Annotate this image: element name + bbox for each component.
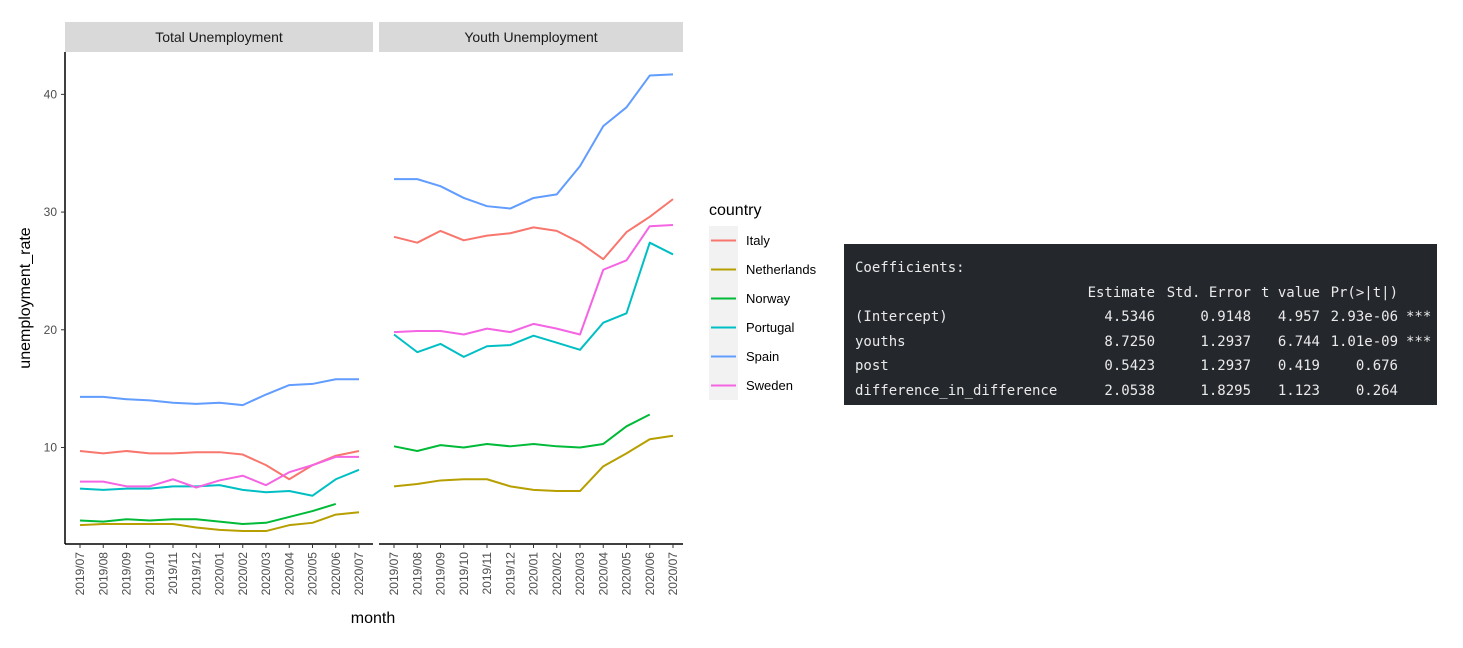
- x-tick-label: 2019/10: [457, 552, 471, 596]
- series-line-italy-total: [79, 450, 360, 481]
- x-tick-label: 2020/07: [352, 552, 366, 596]
- series-line-sweden-total: [80, 455, 359, 489]
- x-tick-label: 2019/09: [120, 552, 134, 596]
- coef-term: youths: [855, 333, 906, 350]
- series-line-sweden-youth: [393, 224, 674, 336]
- series-line-spain-youth: [394, 73, 674, 210]
- regression-coefficients-output: Coefficients: Estimate Std. Error t value P…: [844, 244, 1437, 405]
- series-line-italy-youth: [393, 198, 674, 261]
- col-estimate: Estimate: [1087, 284, 1155, 301]
- coef-std-error: 1.8295: [1200, 382, 1251, 399]
- legend-label-italy: Italy: [746, 233, 770, 248]
- x-tick-label: 2019/11: [166, 552, 180, 595]
- series-line-spain-total: [80, 378, 359, 407]
- col-std-error: Std. Error: [1166, 284, 1251, 301]
- x-tick-label: 2019/07: [387, 552, 401, 596]
- legend-label-sweden: Sweden: [746, 378, 793, 393]
- col-t-value: t value: [1260, 284, 1320, 301]
- coef-row-intercept: (Intercept) 4.5346 0.9148 4.957 2.93e-06 ***: [855, 305, 1437, 330]
- coef-signif: ***: [1406, 309, 1432, 325]
- x-tick-label: 2020/02: [550, 552, 564, 596]
- x-tick-label: 2019/08: [410, 552, 424, 596]
- coef-estimate: 8.7250: [1104, 333, 1155, 350]
- coef-estimate: 4.5346: [1104, 309, 1155, 325]
- coef-std-error: 0.9148: [1200, 309, 1251, 325]
- coef-estimate: 0.5423: [1104, 358, 1155, 374]
- y-tick-label: 40: [44, 87, 58, 101]
- facet-strip-label: Youth Unemployment: [464, 29, 597, 45]
- coef-p-value: 2.93e-06: [1330, 309, 1398, 325]
- coef-row-youths: youths 8.7250 1.2937 6.744 1.01e-09 ***: [855, 330, 1437, 355]
- x-tick-label: 2019/09: [434, 552, 448, 596]
- coef-heading: Coefficients:: [855, 260, 965, 276]
- coef-term: difference_in_difference: [855, 382, 1058, 399]
- series-line-portugal-youth: [393, 241, 674, 358]
- coef-t-value: 4.957: [1277, 309, 1320, 325]
- y-tick-label: 10: [44, 440, 58, 454]
- x-tick-label: 2019/12: [503, 552, 517, 596]
- x-tick-label: 2020/04: [596, 552, 610, 596]
- x-tick-label: 2020/05: [620, 552, 634, 596]
- col-p-value: Pr(>|t|): [1330, 284, 1398, 301]
- legend: country Italy Netherlands Norway Portugal Spa…: [709, 202, 817, 400]
- x-tick-label: 2020/07: [666, 552, 680, 596]
- coef-row-difference-in-difference: difference_in_difference 2.0538 1.8295 1.12…: [855, 379, 1437, 404]
- y-tick-label: 30: [44, 205, 58, 219]
- x-tick-label: 2019/11: [480, 552, 494, 595]
- facet-strip-label: Total Unemployment: [155, 29, 283, 45]
- legend-title: country: [709, 202, 761, 219]
- x-tick-label: 2019/10: [143, 552, 157, 596]
- x-tick-label: 2020/01: [527, 552, 541, 596]
- x-axis-title: month: [351, 610, 395, 627]
- x-tick-label: 2020/05: [306, 552, 320, 596]
- series-line-norway-youth: [393, 413, 651, 453]
- faceted-line-chart: Total Unemployment 2019/07 2019/08 2019/09 2…: [17, 22, 817, 627]
- x-tick-label: 2020/03: [259, 552, 273, 596]
- series-line-norway-total: [79, 503, 337, 525]
- legend-label-portugal: Portugal: [746, 320, 795, 335]
- x-tick-label: 2020/03: [573, 552, 587, 596]
- facet-strip: [379, 22, 683, 52]
- coef-t-value: 0.419: [1277, 358, 1320, 374]
- coef-p-value: 0.676: [1355, 358, 1398, 374]
- x-tick-label: 2019/12: [189, 552, 203, 596]
- coef-header-row: Estimate Std. Error t value Pr(>|t|): [855, 281, 1437, 306]
- facet-strip: [65, 22, 373, 52]
- coef-row-post: post 0.5423 1.2937 0.419 0.676: [855, 354, 1437, 379]
- legend-label-spain: Spain: [746, 349, 779, 364]
- x-tick-label: 2019/08: [96, 552, 110, 596]
- x-tick-label: 2019/07: [73, 552, 87, 596]
- series-line-portugal-total: [79, 468, 360, 497]
- x-tick-label: 2020/06: [643, 552, 657, 596]
- coef-term: post: [855, 358, 889, 374]
- coef-p-value: 0.264: [1355, 382, 1398, 399]
- coef-term: (Intercept): [855, 309, 948, 325]
- coef-p-value: 1.01e-09: [1330, 333, 1398, 350]
- coef-std-error: 1.2937: [1200, 333, 1251, 350]
- x-tick-label: 2020/04: [282, 552, 296, 596]
- series-line-netherlands-youth: [393, 434, 674, 493]
- y-axis-title: unemployment_rate: [17, 227, 34, 369]
- series-line-netherlands-total: [79, 511, 360, 533]
- legend-label-norway: Norway: [746, 291, 791, 306]
- y-tick-label: 20: [44, 323, 58, 337]
- coef-signif: ***: [1406, 333, 1432, 350]
- x-tick-label: 2020/02: [236, 552, 250, 596]
- x-tick-label: 2020/01: [213, 552, 227, 596]
- legend-label-netherlands: Netherlands: [746, 262, 817, 277]
- coef-t-value: 6.744: [1277, 333, 1320, 350]
- coef-std-error: 1.2937: [1200, 358, 1251, 374]
- x-tick-label: 2020/06: [329, 552, 343, 596]
- coef-estimate: 2.0538: [1104, 382, 1155, 399]
- coef-t-value: 1.123: [1277, 382, 1320, 399]
